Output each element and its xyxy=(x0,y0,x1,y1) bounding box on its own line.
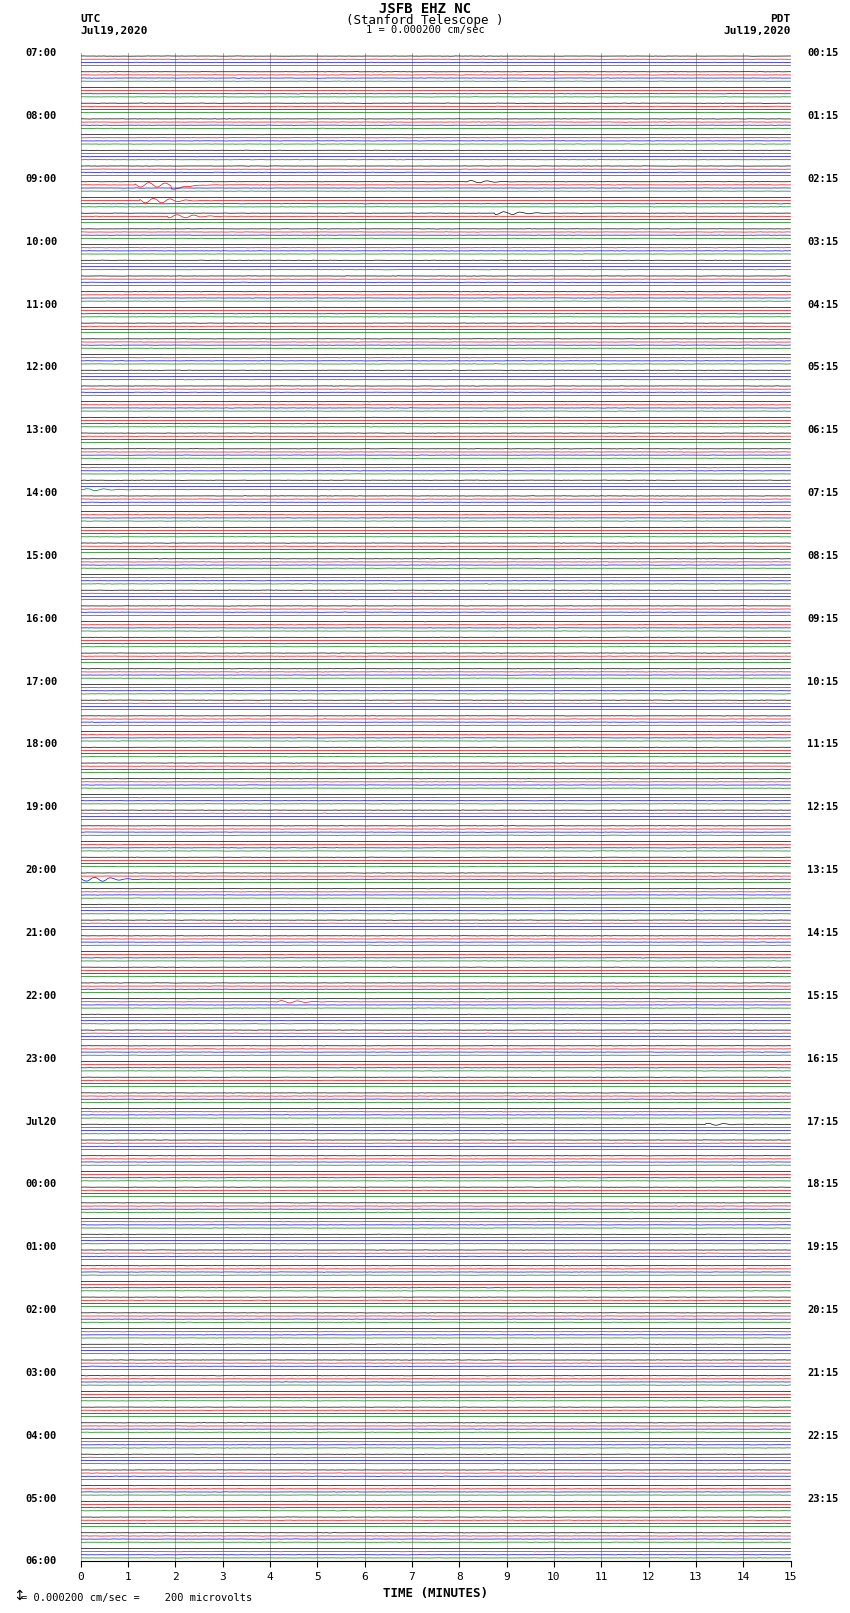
Text: 05:00: 05:00 xyxy=(26,1494,57,1503)
Text: 15:15: 15:15 xyxy=(807,990,838,1000)
Text: 10:15: 10:15 xyxy=(807,676,838,687)
Text: UTC: UTC xyxy=(81,13,101,24)
Text: 03:00: 03:00 xyxy=(26,1368,57,1378)
Text: Jul19,2020: Jul19,2020 xyxy=(81,26,148,35)
Text: 09:00: 09:00 xyxy=(26,174,57,184)
Text: 12:00: 12:00 xyxy=(26,363,57,373)
Text: 14:15: 14:15 xyxy=(807,927,838,939)
Text: 04:00: 04:00 xyxy=(26,1431,57,1440)
Text: 08:15: 08:15 xyxy=(807,552,838,561)
Text: 13:00: 13:00 xyxy=(26,426,57,436)
Text: = 0.000200 cm/sec =    200 microvolts: = 0.000200 cm/sec = 200 microvolts xyxy=(21,1594,252,1603)
Text: 02:00: 02:00 xyxy=(26,1305,57,1315)
Text: 07:15: 07:15 xyxy=(807,489,838,498)
Text: 00:00: 00:00 xyxy=(26,1179,57,1189)
Text: Jul20: Jul20 xyxy=(26,1116,57,1126)
Text: 17:15: 17:15 xyxy=(807,1116,838,1126)
Text: 16:15: 16:15 xyxy=(807,1053,838,1063)
Text: 03:15: 03:15 xyxy=(807,237,838,247)
Text: 08:00: 08:00 xyxy=(26,111,57,121)
Text: 19:15: 19:15 xyxy=(807,1242,838,1252)
Text: 10:00: 10:00 xyxy=(26,237,57,247)
Text: ↕: ↕ xyxy=(13,1589,25,1603)
Text: 05:15: 05:15 xyxy=(807,363,838,373)
Text: Jul19,2020: Jul19,2020 xyxy=(723,26,791,35)
Text: 11:15: 11:15 xyxy=(807,739,838,750)
Text: 14:00: 14:00 xyxy=(26,489,57,498)
Text: PDT: PDT xyxy=(770,13,790,24)
Text: 18:15: 18:15 xyxy=(807,1179,838,1189)
Text: 06:00: 06:00 xyxy=(26,1557,57,1566)
Text: 11:00: 11:00 xyxy=(26,300,57,310)
X-axis label: TIME (MINUTES): TIME (MINUTES) xyxy=(383,1587,488,1600)
Text: 01:00: 01:00 xyxy=(26,1242,57,1252)
Text: 20:00: 20:00 xyxy=(26,865,57,876)
Text: 12:15: 12:15 xyxy=(807,802,838,813)
Text: 17:00: 17:00 xyxy=(26,676,57,687)
Text: 22:00: 22:00 xyxy=(26,990,57,1000)
Text: (Stanford Telescope ): (Stanford Telescope ) xyxy=(346,13,504,27)
Text: JSFB EHZ NC: JSFB EHZ NC xyxy=(379,3,471,16)
Text: 07:00: 07:00 xyxy=(26,48,57,58)
Text: 09:15: 09:15 xyxy=(807,615,838,624)
Text: 19:00: 19:00 xyxy=(26,802,57,813)
Text: 21:15: 21:15 xyxy=(807,1368,838,1378)
Text: 04:15: 04:15 xyxy=(807,300,838,310)
Text: 16:00: 16:00 xyxy=(26,615,57,624)
Text: 01:15: 01:15 xyxy=(807,111,838,121)
Text: 18:00: 18:00 xyxy=(26,739,57,750)
Text: 23:15: 23:15 xyxy=(807,1494,838,1503)
Text: 13:15: 13:15 xyxy=(807,865,838,876)
Text: 15:00: 15:00 xyxy=(26,552,57,561)
Text: 06:15: 06:15 xyxy=(807,426,838,436)
Text: 00:15: 00:15 xyxy=(807,48,838,58)
Text: 20:15: 20:15 xyxy=(807,1305,838,1315)
Text: 02:15: 02:15 xyxy=(807,174,838,184)
Text: 22:15: 22:15 xyxy=(807,1431,838,1440)
Text: 1 = 0.000200 cm/sec: 1 = 0.000200 cm/sec xyxy=(366,24,484,35)
Text: 23:00: 23:00 xyxy=(26,1053,57,1063)
Text: 21:00: 21:00 xyxy=(26,927,57,939)
